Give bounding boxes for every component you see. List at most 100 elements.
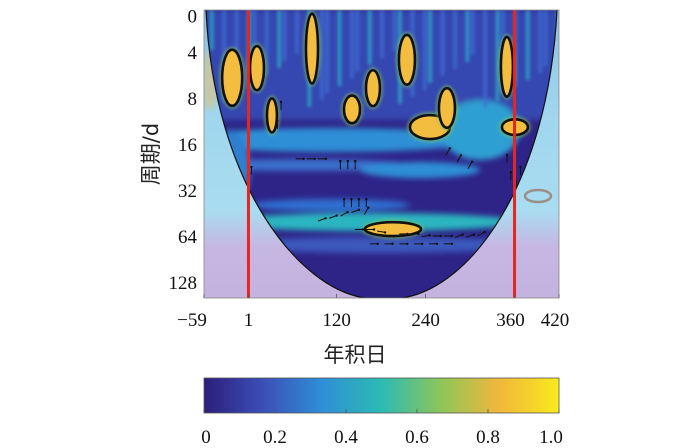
phase-arrow [421,234,430,238]
heatmap-streak [320,10,324,100]
phase-arrow-head [470,160,474,163]
phase-arrow-head [342,197,346,201]
x-tick-label: 120 [322,310,351,331]
y-tick-label: 8 [188,89,198,110]
heatmap-streak [423,10,427,90]
phase-arrow-head [428,234,431,237]
cone-of-influence [205,10,558,298]
heatmap-streak [350,10,354,79]
significant-region [265,97,279,134]
faded-contour [523,188,553,204]
heatmap-streak [440,10,445,76]
heatmap-streak [325,10,329,93]
heatmap-streak [453,10,457,69]
phase-arrow-head [302,157,305,161]
significant-region [248,44,266,92]
phase-arrow-head [509,171,513,174]
heatmap-streak [210,10,214,50]
phase-arrow-head [406,242,409,246]
significant-region [220,48,244,108]
heatmap-streak [471,10,475,55]
phase-arrow [377,230,386,233]
phase-arrow-head [365,197,368,201]
phase-arrow-head [505,153,509,157]
phase-arrow-head [435,242,439,246]
heatmap-streak [265,10,269,75]
phase-arrow-head [448,147,452,150]
heatmap-streak [295,10,299,54]
heatmap-streak [543,10,548,66]
heatmap-streak [428,10,432,83]
x-tick-label: 240 [411,310,440,331]
heatmap-streak [526,10,530,80]
phase-arrow-head [350,197,353,201]
x-tick-label: 360 [496,310,525,331]
phase-arrow-head [250,165,253,169]
colorbar-tick-label: 0.4 [334,427,358,448]
significant-region [499,35,515,99]
significant-region [437,86,457,130]
phase-arrow-head [450,234,454,238]
phase-arrow-head [391,242,394,246]
significant-region [397,33,417,86]
phase-arrow-head [324,217,327,220]
heatmap-streak [483,10,487,108]
phase-arrow-head [439,234,442,238]
phase-arrow [455,234,463,238]
phase-arrow-head [519,165,522,169]
y-tick-label: 32 [178,181,197,202]
y-tick-label: 64 [178,227,198,248]
phase-arrow-head [406,232,409,236]
colorbar-tick-label: 0.8 [476,427,500,448]
phase-arrow-head [339,159,342,163]
phase-arrow-head [276,119,279,123]
phase-arrow-head [335,214,338,217]
plot-area [204,10,559,298]
colorbar [203,377,560,414]
x-tick-label: 1 [244,310,254,331]
significant-region [304,12,320,85]
phase-arrow [477,231,485,237]
phase-arrow-head [461,233,464,236]
phase-arrow-head [361,228,365,231]
x-axis: −59 1 120 240 360 420 [177,294,569,331]
y-tick-label: 16 [178,135,197,156]
phase-arrow-head [346,210,349,214]
phase-arrow [329,215,337,219]
phase-arrow-head [372,228,376,231]
colorbar-ticks: 0 0.2 0.4 0.6 0.8 1.0 [201,409,563,448]
y-axis-label: 周期/d [139,123,163,185]
heatmap-streak [495,10,500,101]
phase-arrow [467,161,473,169]
heatmap-streak [277,10,281,68]
y-axis: 0 4 8 16 32 64 128 [169,6,198,294]
phase-arrow-head [324,157,328,161]
heatmap-streak [392,10,397,51]
y-tick-label: 0 [188,6,198,27]
phase-arrow-head [417,232,420,236]
phase-arrow [363,207,369,215]
y-tick-label: 4 [188,43,198,64]
phase-arrow-head [459,154,463,157]
phase-arrow-head [383,231,387,234]
y-tick-label: 128 [169,273,198,294]
phase-arrow-head [313,157,316,161]
x-tick-label: 420 [541,310,570,331]
significant-region [342,94,362,125]
phase-arrow-head [420,242,424,246]
plot-frame [203,9,560,299]
phase-arrow [317,217,326,222]
reference-lines [246,10,517,298]
heatmap-streak [355,10,360,72]
phase-arrows [250,100,522,246]
colorbar-tick-label: 1.0 [539,427,563,448]
heatmap-streak [337,10,342,86]
x-axis-label: 年积日 [324,343,387,367]
phase-arrow-head [353,159,357,163]
significant-region [363,220,423,238]
heatmap-streak [368,10,372,65]
phase-arrow-head [279,100,283,104]
colorbar-tick-label: 0 [201,427,211,448]
phase-arrow [456,155,462,163]
